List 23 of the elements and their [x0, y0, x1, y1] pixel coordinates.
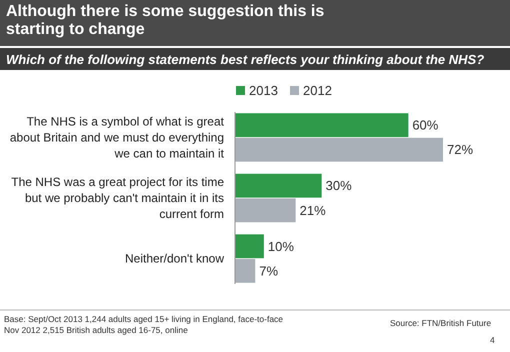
y-tick-label: The NHS was a great project for its time but we probably can't maintain it in its current form [11, 175, 224, 221]
chart-subtitle: Which of the following statements best reflects your thinking about the NHS? [6, 52, 484, 67]
data-label: 30% [326, 178, 352, 194]
y-tick-label: Neither/don't know [124, 252, 224, 266]
bar [235, 138, 443, 162]
text: Nov 2012 2,515 British adults aged 16-75, online [4, 325, 188, 335]
data-label: 21% [300, 202, 326, 218]
source-note: Source: FTN/British Future [390, 318, 492, 328]
legend-label: 2012 [303, 83, 332, 98]
data-label: 72% [447, 142, 474, 158]
bar [235, 174, 322, 198]
bar [235, 234, 264, 258]
chart-title: Although there is some suggestion this is starting to change [6, 3, 324, 38]
bar [235, 113, 408, 138]
y-tick-label: The NHS is a symbol of what is great about Britain and we must do everything we can to maintain it [10, 114, 225, 160]
text: 4 [490, 335, 495, 345]
data-label: 10% [268, 238, 294, 254]
bar [235, 198, 296, 222]
data-label: 60% [412, 118, 439, 133]
bar [235, 258, 256, 283]
data-label: 7% [259, 263, 278, 278]
text: Base: Sept/Oct 2013 1,244 adults aged 15+ living in England, face-to-face [4, 314, 284, 324]
legend-label: 2013 [249, 83, 278, 98]
